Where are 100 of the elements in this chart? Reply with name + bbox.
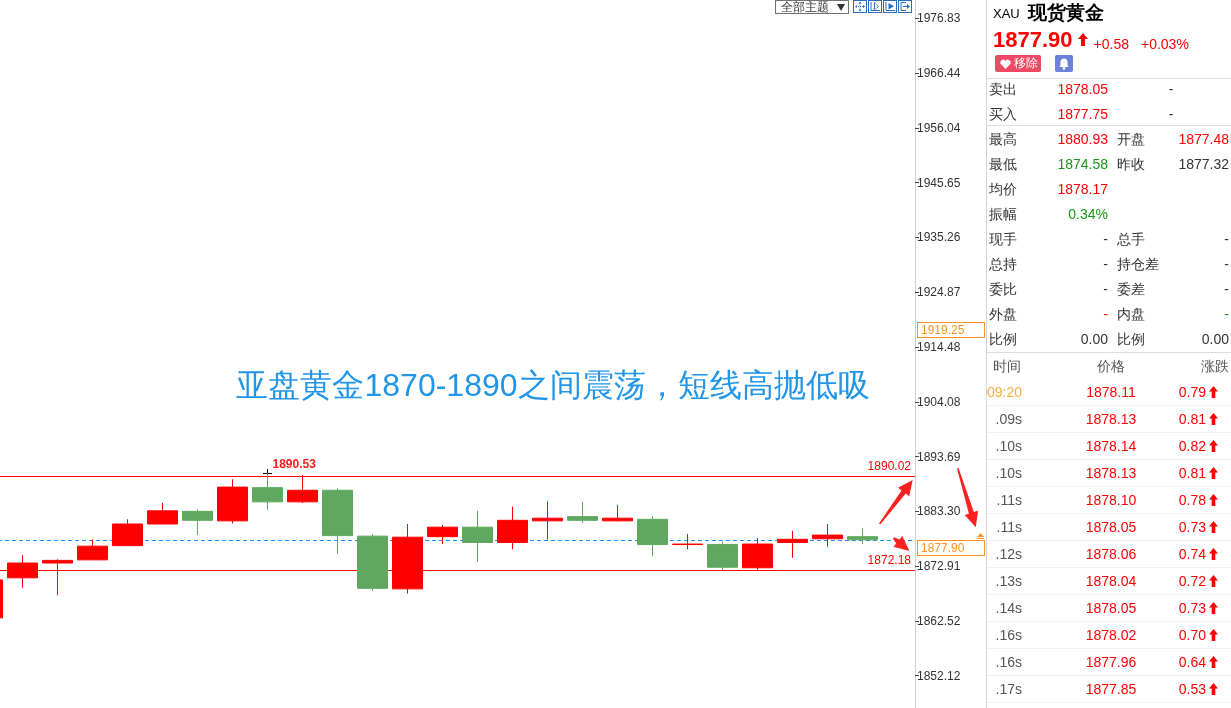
- text: -: [1224, 230, 1229, 248]
- annotation: 全部主题: [781, 0, 829, 15]
- candlestick: [427, 524, 458, 545]
- text: 0.79: [1178, 383, 1206, 401]
- text: 0.00: [1080, 330, 1108, 348]
- candlestick: [112, 518, 143, 547]
- text: 1919.25: [921, 322, 965, 338]
- text: 0.78: [1178, 491, 1206, 509]
- candlestick: [672, 533, 703, 550]
- text: 1877.85: [1085, 680, 1137, 698]
- text: .16s: [995, 626, 1022, 644]
- y-tick-label: 1914.48: [917, 339, 961, 354]
- y-tick-label: 1883.30: [917, 504, 961, 519]
- text: 开盘: [1117, 130, 1145, 148]
- text: 涨跌: [1201, 357, 1229, 375]
- text: 1878.02: [1085, 626, 1137, 644]
- text: .14s: [995, 599, 1022, 617]
- ref-line-label: 1872.18: [867, 552, 912, 567]
- text: 现手: [989, 230, 1017, 248]
- text: 0.73: [1178, 599, 1206, 617]
- text: .13s: [995, 572, 1022, 590]
- y-tick-label: 1872.91: [917, 559, 961, 574]
- candlestick: [567, 501, 598, 524]
- text: .11s: [996, 491, 1022, 509]
- text: -: [1224, 305, 1229, 323]
- text: 1878.05: [1085, 518, 1137, 536]
- y-tick-label: 1862.52: [917, 613, 961, 628]
- text: .11s: [996, 518, 1022, 536]
- text: -: [1224, 255, 1229, 273]
- text: .10s: [995, 464, 1022, 482]
- candlestick: [357, 533, 388, 592]
- candlestick: [462, 510, 493, 563]
- ref-line-label: 1877.90: [921, 540, 965, 556]
- candlestick: [147, 502, 178, 525]
- text: 比例: [1117, 330, 1145, 348]
- text: 1878.11: [1086, 383, 1136, 401]
- text: 委差: [1117, 280, 1145, 298]
- text: 最高: [989, 130, 1017, 148]
- text: 1878.05: [1085, 599, 1137, 617]
- text: 0.53: [1178, 680, 1206, 698]
- y-tick-label: 1852.12: [917, 668, 961, 683]
- text: +0.58: [1093, 35, 1129, 53]
- text: 1877.90: [993, 26, 1073, 54]
- text: 1877.48: [1178, 130, 1229, 148]
- text: .10s: [995, 437, 1022, 455]
- text: 1878.13: [1085, 464, 1137, 482]
- text: 1878.14: [1085, 437, 1137, 455]
- y-tick-label: 1956.04: [917, 120, 961, 135]
- text: 移除: [1014, 56, 1038, 71]
- text: 0.70: [1178, 626, 1206, 644]
- text: 1878.04: [1085, 572, 1137, 590]
- y-tick-label: 1924.87: [917, 285, 961, 300]
- text: 0.73: [1178, 518, 1206, 536]
- text: +0.03%: [1140, 35, 1189, 53]
- text: 1877.75: [1057, 105, 1108, 123]
- candlestick: [777, 530, 808, 559]
- candlestick: [847, 527, 878, 545]
- text: 委比: [989, 280, 1017, 298]
- text: 比例: [989, 330, 1017, 348]
- y-tick-label: 1935.26: [917, 230, 961, 245]
- text: 外盘: [989, 305, 1017, 323]
- candlestick: [182, 508, 213, 536]
- text: 价格: [1097, 357, 1125, 375]
- text: 0.64: [1178, 653, 1206, 671]
- text: 09:20: [986, 383, 1022, 401]
- text: -: [1103, 305, 1108, 323]
- text: -: [1168, 80, 1174, 98]
- text: 1880.93: [1057, 130, 1108, 148]
- text: -: [1224, 280, 1229, 298]
- text: 0.72: [1178, 572, 1206, 590]
- candlestick: [322, 487, 353, 555]
- y-tick-label: 1904.08: [917, 394, 961, 409]
- text: -: [1103, 255, 1108, 273]
- text: 现货黄金: [1028, 1, 1104, 25]
- text: 时间: [993, 357, 1021, 375]
- ref-line-label: 1890.02: [867, 458, 912, 473]
- candlestick: [497, 506, 528, 550]
- text: .16s: [995, 653, 1022, 671]
- text: 最低: [989, 155, 1017, 173]
- text: 1874.58: [1057, 155, 1108, 173]
- text: 振幅: [989, 205, 1017, 223]
- text: 1878.13: [1085, 410, 1137, 428]
- candlestick: [602, 504, 633, 522]
- text: 总手: [1117, 230, 1145, 248]
- text: 1877.96: [1085, 653, 1137, 671]
- text: 买入: [989, 105, 1017, 123]
- text: -: [1168, 105, 1174, 123]
- text: 0.82: [1178, 437, 1206, 455]
- y-tick-label: 1893.69: [917, 449, 961, 464]
- y-tick-label: 1966.44: [917, 66, 961, 81]
- candlestick: [77, 538, 108, 561]
- text: 0.81: [1178, 464, 1206, 482]
- text: 1878.17: [1057, 180, 1108, 198]
- text: 卖出: [989, 80, 1017, 98]
- candlestick: [812, 523, 843, 548]
- text: 1890.53: [272, 457, 316, 472]
- text: XAU: [993, 6, 1020, 22]
- text: 内盘: [1117, 305, 1145, 323]
- candlestick: [532, 500, 563, 540]
- text: -: [1103, 280, 1108, 298]
